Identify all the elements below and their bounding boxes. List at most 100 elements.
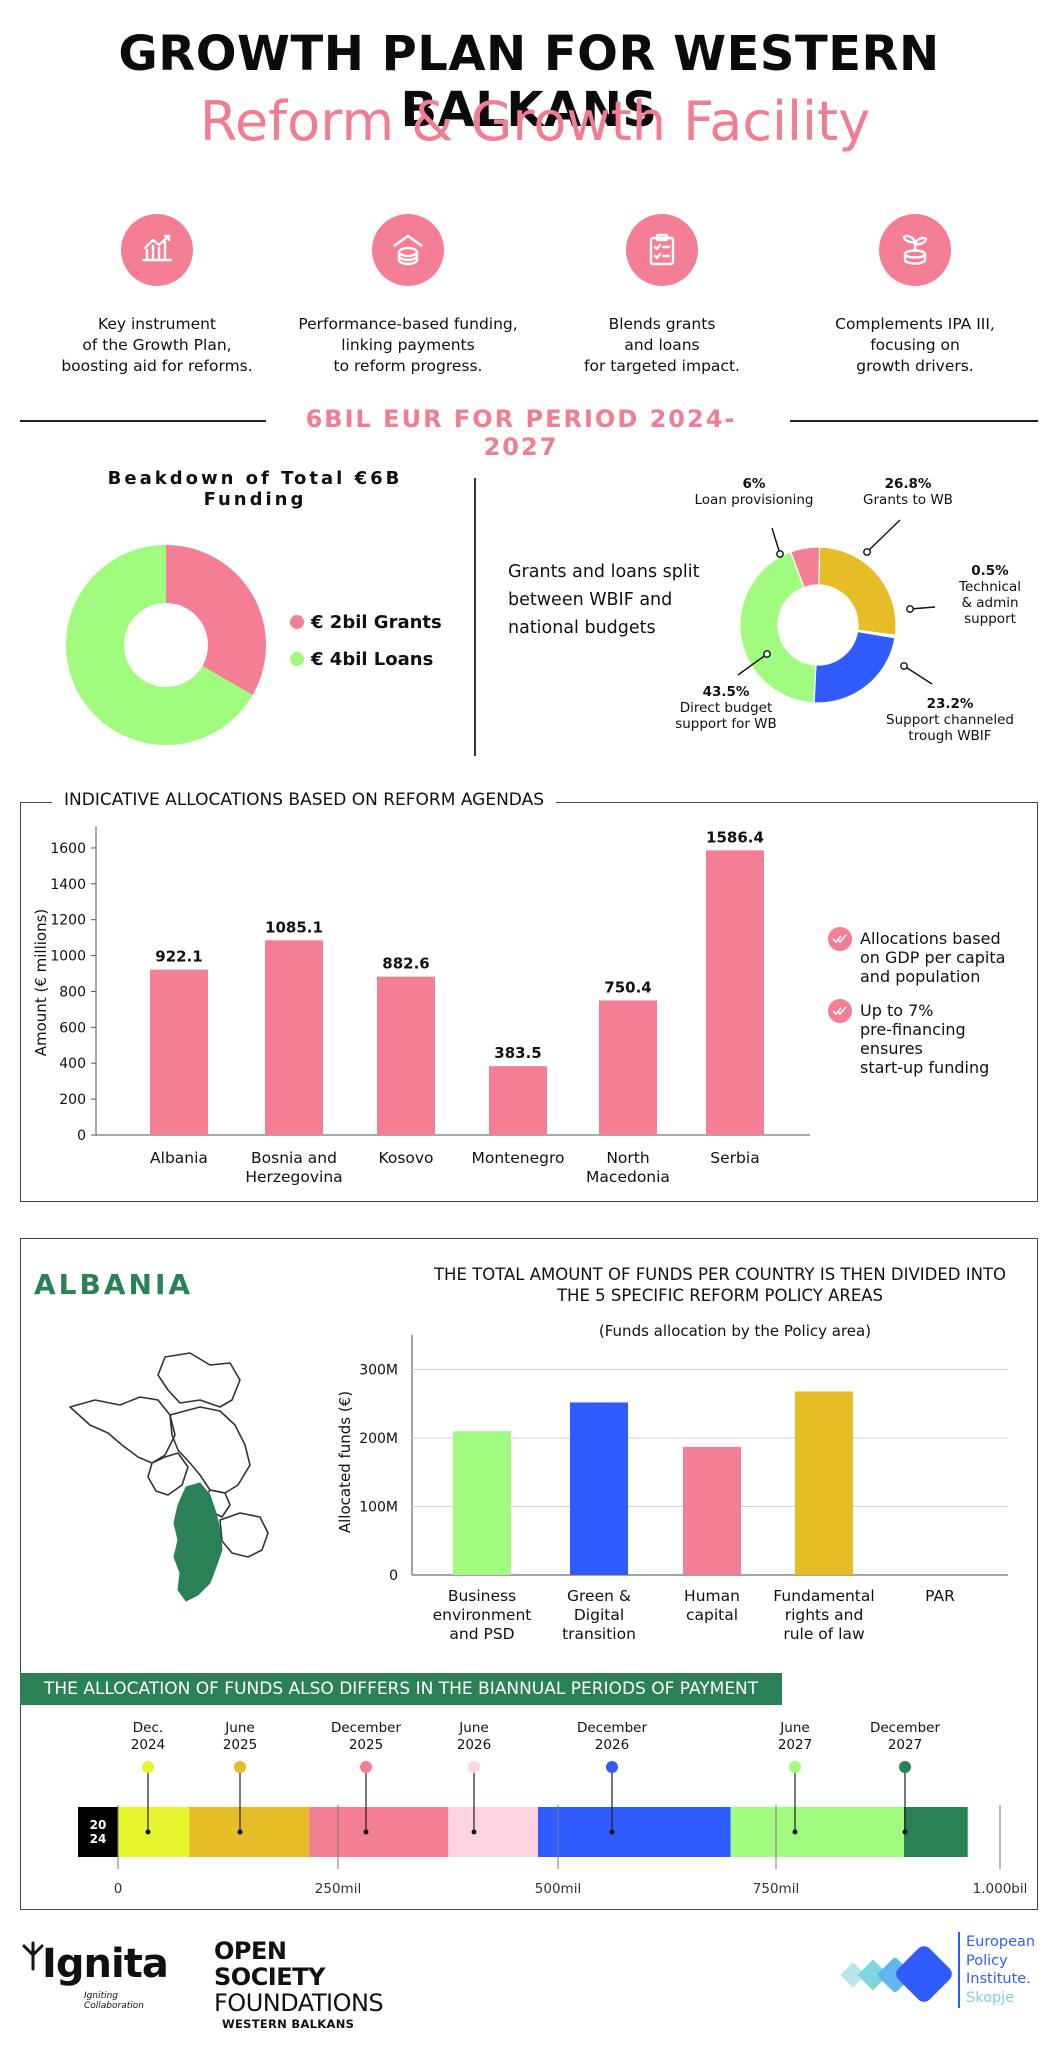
ignita-name: Ignita (42, 1941, 169, 1987)
western-balkans-map-icon (69, 1352, 269, 1602)
allocation-note: Allocations based on GDP per capita and po… (860, 929, 1005, 986)
feature-text: Complements IPA III, focusing on growth … (835, 315, 995, 375)
annotation-leader (737, 653, 768, 676)
y-tick-label: 200 (59, 1092, 86, 1108)
milestone-dot (360, 1761, 372, 1773)
double-check-mark (832, 934, 847, 944)
y-axis-label: Allocated funds (€) (336, 1391, 354, 1533)
x-tick-label: Green & Digital transition (562, 1587, 636, 1643)
year-badge-text: 20 24 (90, 1818, 107, 1846)
x-tick-label: Kosovo (378, 1149, 433, 1167)
page-title: GROWTH PLAN FOR WESTERN BALKANS (118, 26, 940, 138)
epi-line4: Skopje (966, 1989, 1015, 2006)
milestone-anchor (237, 1829, 243, 1835)
y-tick-label: 600 (59, 1020, 86, 1036)
policy-bar-chart: 0 100M 200M 300M Allocated funds (€) Business… (336, 1335, 1008, 1643)
period-rule-right (790, 420, 1038, 422)
osf-line1: OPEN SOCIETY (214, 1937, 325, 1991)
annotation-dot (763, 650, 771, 658)
donut-split-slice (739, 551, 817, 704)
policy-bar (795, 1391, 853, 1575)
period-rule-left (20, 420, 266, 422)
milestone-label: Dec. 2024 (131, 1720, 165, 1753)
x-tick-label: Serbia (710, 1149, 759, 1167)
policy-bar (570, 1402, 628, 1575)
x-tick-label: North Macedonia (586, 1149, 670, 1186)
milestone-label: June 2025 (223, 1720, 257, 1753)
payment-segment (904, 1807, 968, 1857)
period-label: 6BIL EUR FOR PERIOD 2024-2027 (305, 405, 737, 461)
plant-coins-icon (879, 214, 951, 286)
milestone-dot (234, 1761, 246, 1773)
legend-label: € 2bil Grants (310, 612, 442, 633)
year-badge (78, 1807, 118, 1857)
donut-total-title: Beakdown of Total €6B Funding (107, 468, 403, 510)
y-tick-label: 1600 (50, 841, 86, 857)
chart-growth-icon (121, 214, 193, 286)
milestone-anchor (902, 1829, 908, 1835)
bar-value-label: 1085.1 (265, 918, 323, 936)
annotation-leader (909, 606, 936, 610)
feature-text: Blends grants and loans for targeted imp… (584, 315, 740, 375)
x-tick-label: 750mil (753, 1881, 799, 1897)
payment-segment (730, 1807, 904, 1857)
milestone-anchor (471, 1829, 477, 1835)
y-tick-label: 800 (59, 984, 86, 1000)
feature-text: Key instrument of the Growth Plan, boost… (61, 315, 253, 375)
annotation-leader (866, 519, 901, 553)
payment-segment (309, 1807, 448, 1857)
x-tick-label: Albania (150, 1149, 208, 1167)
allocation-note: Up to 7% pre-financing ensures start-up fun… (860, 1001, 989, 1077)
legend-dot (290, 652, 304, 666)
money-stack-icon (372, 214, 444, 286)
policy-chart-title: THE TOTAL AMOUNT OF FUNDS PER COUNTRY IS… (433, 1265, 1007, 1305)
milestone-label: June 2027 (778, 1720, 812, 1753)
ignita-logo: Ignita Igniting Collaboration (20, 1935, 180, 2011)
allocations-title: INDICATIVE ALLOCATIONS BASED ON REFORM A… (52, 790, 556, 810)
osf-line2: FOUNDATIONS (214, 1989, 384, 2017)
allocation-bar (150, 969, 208, 1135)
milestone-dot (899, 1761, 911, 1773)
bar-value-label: 750.4 (604, 978, 651, 996)
milestone-label: December 2025 (331, 1720, 401, 1753)
ignita-tagline: Igniting Collaboration (84, 1991, 144, 2011)
milestone-anchor (145, 1829, 151, 1835)
milestone-label: June 2026 (457, 1720, 491, 1753)
page-subtitle: Reform & Growth Facility (199, 90, 871, 153)
epi-line3: Institute. (966, 1971, 1031, 1987)
double-check-icon (828, 999, 852, 1023)
x-tick-label: Business environment and PSD (433, 1587, 532, 1643)
milestone-dot (142, 1761, 154, 1773)
annotation-dot (906, 605, 914, 613)
allocations-bar-chart: 0 200 400 600 800 1000 1200 1400 1600 Amount (€ m… (32, 826, 1005, 1186)
payment-segment (448, 1807, 538, 1857)
annotation-dot (776, 550, 784, 558)
split-description: Grants and loans split between WBIF and … (508, 562, 700, 638)
donut-split-chart: 26.8% Grants to WB 0.5% Technical & admin sup… (675, 476, 1021, 744)
policy-bar (453, 1431, 511, 1575)
bar-value-label: 882.6 (382, 955, 429, 973)
y-axis-label: Amount (€ millions) (32, 909, 50, 1057)
y-tick-label: 200M (359, 1431, 398, 1447)
albania-box (20, 1238, 1038, 1910)
y-tick-label: 1200 (50, 913, 86, 929)
milestone-label: December 2026 (577, 1720, 647, 1753)
x-tick-label: 1.000bil (973, 1881, 1028, 1897)
slice-annotation: 0.5% Technical & admin support (958, 563, 1021, 627)
annotation-leader (903, 665, 933, 685)
payment-timeline-chart: 20 24 Dec. 2024 June 2025 December 2025 June 2026… (78, 1720, 1028, 1897)
slice-annotation: 23.2% Support channeled trough WBIF (886, 696, 1014, 744)
donut-split-slice (789, 546, 821, 589)
donut-total-slice (166, 545, 266, 695)
x-tick-label: Fundamental rights and rule of law (773, 1587, 874, 1643)
feature-item: Key instrument of the Growth Plan, boost… (32, 214, 282, 377)
timeline-banner: THE ALLOCATION OF FUNDS ALSO DIFFERS IN … (20, 1673, 783, 1705)
epi-logo-text: European Policy Institute. Skopje (966, 1933, 1035, 2007)
annotation-dot (863, 548, 871, 556)
x-tick-label: 0 (114, 1881, 123, 1897)
y-tick-label: 400 (59, 1056, 86, 1072)
policy-bar (683, 1446, 741, 1575)
osf-logo: OPEN SOCIETY FOUNDATIONS WESTERN BALKANS (214, 1938, 394, 2032)
legend-label: € 4bil Loans (310, 649, 433, 670)
ignita-spark-icon (22, 1941, 44, 1971)
